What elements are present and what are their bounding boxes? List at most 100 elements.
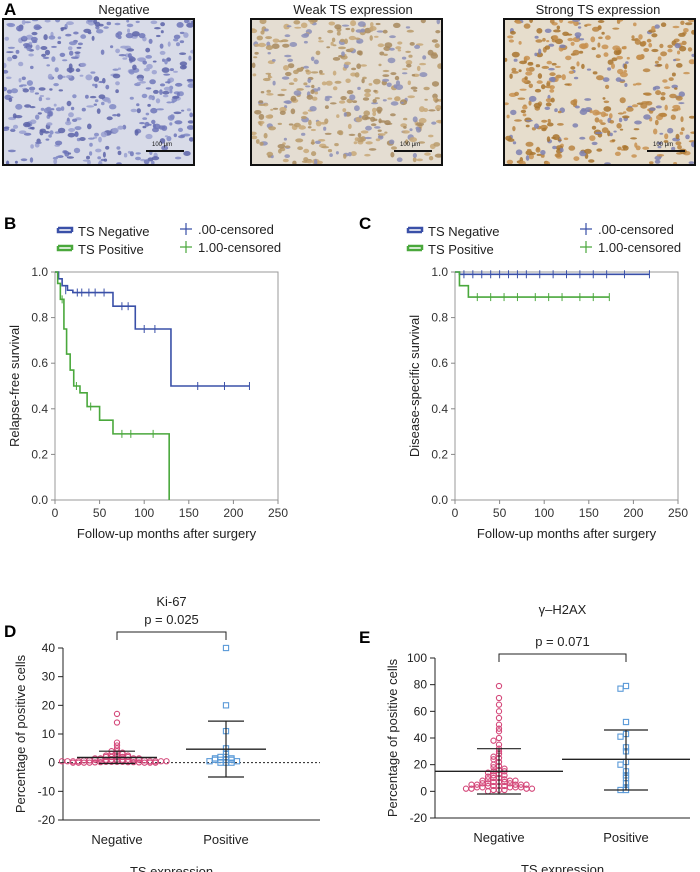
cell-nucleus xyxy=(18,130,27,134)
cell-nucleus xyxy=(667,44,673,49)
cell-nucleus xyxy=(94,132,99,137)
legend-label: TS Negative xyxy=(78,224,150,239)
cell-nucleus xyxy=(570,41,575,46)
cell-nucleus xyxy=(673,162,678,164)
cell-nucleus xyxy=(618,117,623,123)
cell-nucleus xyxy=(4,126,10,129)
cell-nucleus xyxy=(385,122,393,126)
cell-nucleus xyxy=(324,97,330,102)
cell-nucleus xyxy=(281,76,290,80)
cell-nucleus xyxy=(66,100,72,107)
cell-nucleus xyxy=(623,63,628,70)
cell-nucleus xyxy=(186,108,191,112)
cell-nucleus xyxy=(643,114,651,120)
cell-nucleus xyxy=(102,97,111,103)
cell-nucleus xyxy=(311,139,315,145)
cell-nucleus xyxy=(31,31,38,36)
cell-nucleus xyxy=(390,101,399,106)
cell-nucleus xyxy=(341,51,345,57)
cell-nucleus xyxy=(422,55,427,60)
cell-nucleus xyxy=(66,75,72,79)
cell-nucleus xyxy=(110,45,114,49)
y-tick-label: 0.2 xyxy=(431,447,448,461)
data-point xyxy=(211,755,219,762)
cell-nucleus xyxy=(132,31,140,37)
cell-nucleus xyxy=(527,62,534,66)
cell-nucleus xyxy=(43,34,48,41)
cell-nucleus xyxy=(609,113,613,119)
y-tick-label: 0.2 xyxy=(31,447,48,461)
legend-label: 1.00-censored xyxy=(598,240,681,255)
cell-nucleus xyxy=(428,156,434,161)
cell-nucleus xyxy=(183,151,191,156)
cell-nucleus xyxy=(635,145,641,151)
cell-nucleus xyxy=(186,78,193,82)
cell-nucleus xyxy=(619,71,628,78)
cell-nucleus xyxy=(7,46,15,49)
cell-nucleus xyxy=(573,20,579,27)
cell-nucleus xyxy=(137,77,143,81)
cell-nucleus xyxy=(324,105,329,109)
cell-nucleus xyxy=(114,22,121,26)
cell-nucleus xyxy=(348,152,352,157)
data-point xyxy=(484,776,492,783)
cell-nucleus xyxy=(655,90,662,96)
cell-nucleus xyxy=(321,81,327,86)
cell-nucleus xyxy=(402,68,408,71)
cell-nucleus xyxy=(10,128,15,131)
cell-nucleus xyxy=(372,98,377,103)
cell-nucleus xyxy=(409,42,415,46)
cell-nucleus xyxy=(428,109,436,112)
cell-nucleus xyxy=(60,27,67,30)
cell-nucleus xyxy=(368,83,373,86)
cell-nucleus xyxy=(641,40,647,46)
cell-nucleus xyxy=(126,48,135,52)
cell-nucleus xyxy=(252,62,256,69)
cell-nucleus xyxy=(557,123,564,126)
cell-nucleus xyxy=(601,31,605,35)
data-point xyxy=(501,786,508,794)
cell-nucleus xyxy=(303,82,308,86)
x-axis-label: TS expression xyxy=(130,864,213,872)
cell-nucleus xyxy=(284,154,290,159)
cell-nucleus xyxy=(515,149,523,156)
cell-nucleus xyxy=(572,20,580,22)
cell-nucleus xyxy=(173,34,181,40)
cell-nucleus xyxy=(12,113,17,119)
cell-nucleus xyxy=(588,159,595,163)
cell-nucleus xyxy=(292,160,297,164)
cell-nucleus xyxy=(72,118,78,123)
cell-nucleus xyxy=(585,23,592,26)
cell-nucleus xyxy=(622,115,630,119)
cell-nucleus xyxy=(272,80,276,86)
cell-nucleus xyxy=(617,146,622,151)
cell-nucleus xyxy=(559,147,564,153)
cell-nucleus xyxy=(314,140,321,144)
cell-nucleus xyxy=(81,107,86,112)
cell-nucleus xyxy=(148,95,153,100)
data-point xyxy=(622,718,630,726)
cell-nucleus xyxy=(559,20,564,23)
cell-nucleus xyxy=(382,99,387,102)
cell-nucleus xyxy=(624,83,628,87)
cell-nucleus xyxy=(16,25,24,32)
cell-nucleus xyxy=(557,139,562,142)
cell-nucleus xyxy=(59,52,66,58)
cell-nucleus xyxy=(669,93,677,99)
cell-nucleus xyxy=(534,123,539,129)
cell-nucleus xyxy=(332,70,337,76)
x-tick-label: 50 xyxy=(493,506,507,520)
cell-nucleus xyxy=(253,56,258,59)
cell-nucleus xyxy=(295,138,304,143)
data-point xyxy=(490,774,497,782)
cell-nucleus xyxy=(540,150,546,155)
cell-nucleus xyxy=(303,33,310,37)
cell-nucleus xyxy=(297,146,303,151)
cell-nucleus xyxy=(313,59,319,65)
cell-nucleus xyxy=(53,158,58,164)
cell-nucleus xyxy=(382,78,390,82)
cell-nucleus xyxy=(524,76,528,80)
cell-nucleus xyxy=(435,99,440,102)
data-point xyxy=(512,777,519,784)
legend-line-swatch xyxy=(56,244,74,252)
